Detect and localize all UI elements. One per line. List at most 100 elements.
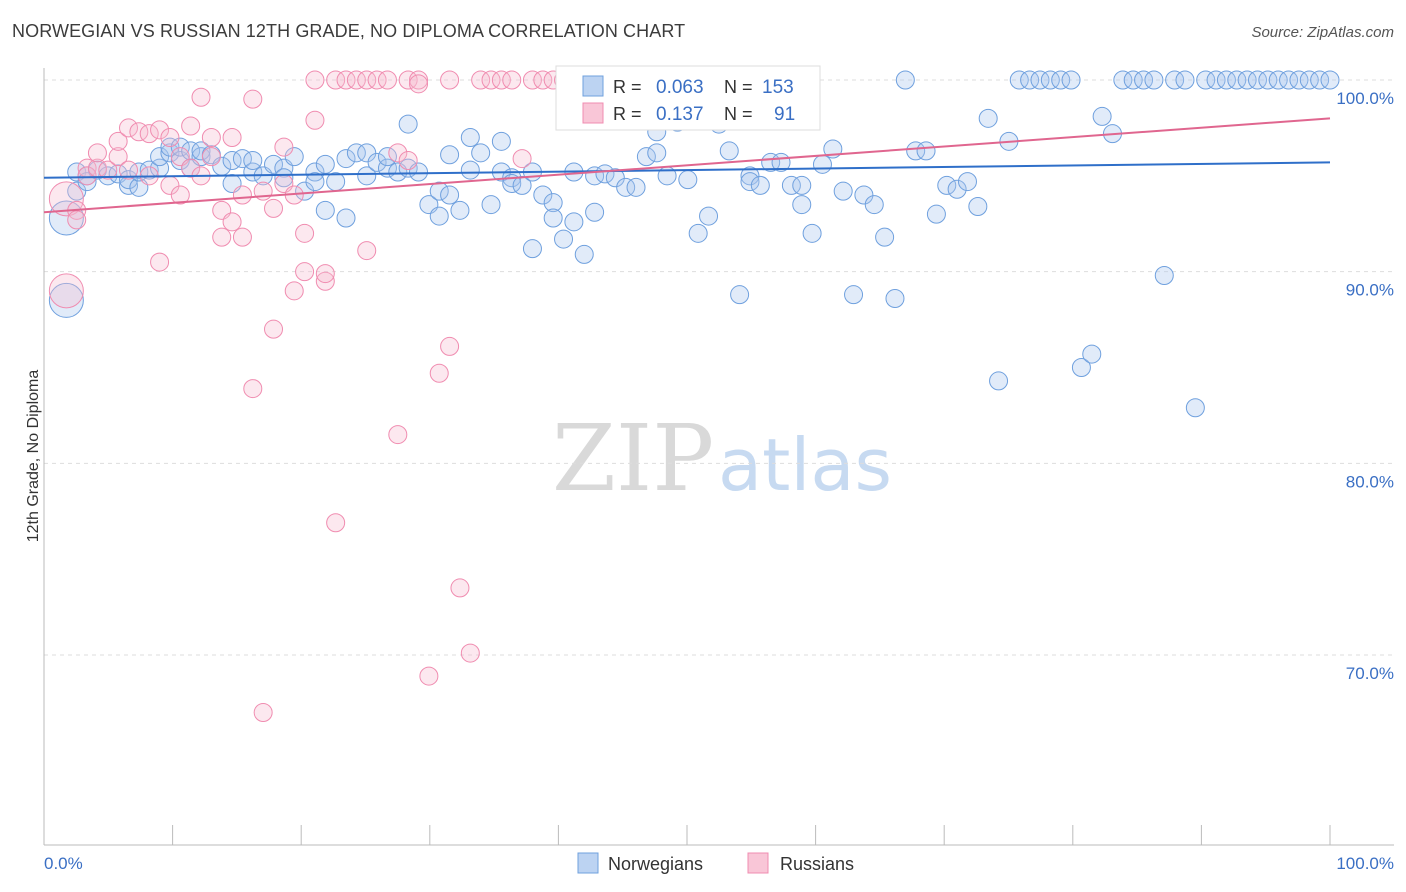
data-point — [688, 223, 708, 243]
data-point — [522, 239, 542, 259]
data-point — [264, 154, 284, 174]
data-point — [440, 336, 460, 356]
russians-n-value: 91 — [774, 104, 795, 125]
data-point — [243, 151, 263, 170]
chart-title: NORWEGIAN VS RUSSIAN 12TH GRADE, NO DIPL… — [12, 21, 686, 41]
data-point — [1092, 106, 1112, 126]
data-point — [1009, 70, 1029, 90]
data-point — [429, 181, 449, 201]
data-point — [471, 70, 491, 90]
data-point — [274, 168, 294, 188]
data-point — [336, 70, 356, 90]
data-point — [367, 70, 387, 90]
data-point — [429, 363, 449, 383]
data-point — [792, 195, 812, 215]
data-point — [264, 198, 284, 218]
data-point — [357, 70, 377, 90]
data-point — [1196, 70, 1216, 90]
data-point — [678, 170, 698, 190]
x-tick-label-min: 0.0% — [44, 854, 83, 873]
data-point — [346, 143, 366, 163]
data-point — [232, 185, 252, 205]
data-point — [854, 185, 874, 205]
y-axis-title: 12th Grade, No Diploma — [25, 370, 42, 543]
data-point — [377, 70, 397, 90]
norwegians-n-value: 153 — [762, 77, 794, 98]
data-point — [1071, 358, 1091, 377]
trendlines — [43, 117, 1331, 214]
data-point — [336, 208, 356, 228]
data-point — [315, 264, 335, 284]
series-legend: Norwegians Russians — [577, 852, 854, 874]
data-point — [440, 70, 460, 90]
data-point — [98, 160, 118, 180]
data-point — [968, 197, 988, 216]
data-point — [87, 143, 107, 163]
norwegians-r-label: R = — [613, 77, 642, 97]
data-point — [595, 164, 615, 184]
data-point — [730, 285, 750, 305]
data-point — [1165, 70, 1185, 90]
data-point — [388, 143, 408, 163]
data-point — [1051, 70, 1071, 90]
data-point — [170, 185, 190, 205]
data-point — [1134, 70, 1154, 90]
data-point — [802, 223, 822, 243]
data-point — [150, 252, 170, 272]
trendline-norwegians — [43, 161, 1331, 179]
data-point — [315, 154, 335, 174]
data-point — [1279, 70, 1299, 90]
axes — [43, 68, 1394, 846]
data-point — [181, 158, 201, 178]
data-point — [398, 151, 418, 170]
data-point — [750, 175, 770, 195]
data-point — [284, 147, 304, 167]
data-point — [978, 108, 998, 128]
data-point — [295, 181, 315, 201]
data-point — [398, 114, 418, 134]
data-point — [937, 175, 957, 195]
y-tick-label: 100.0% — [1336, 89, 1394, 108]
data-point — [108, 131, 128, 151]
norwegians-r-value: 0.063 — [656, 77, 704, 98]
data-point — [844, 285, 864, 305]
russians-r-label: R = — [613, 104, 642, 124]
data-point — [243, 162, 263, 182]
data-point — [326, 513, 346, 533]
data-point — [957, 172, 977, 192]
data-point — [201, 128, 221, 147]
data-point — [305, 110, 325, 130]
data-point — [48, 273, 84, 309]
data-point — [543, 208, 563, 228]
data-point — [139, 124, 159, 144]
x-tick-label-max: 100.0% — [1336, 854, 1394, 873]
data-point — [336, 149, 356, 169]
data-point — [119, 160, 139, 180]
data-point — [377, 147, 397, 167]
data-point — [429, 206, 449, 226]
data-point — [585, 202, 605, 222]
data-point — [67, 181, 87, 201]
data-point — [1247, 70, 1267, 90]
data-point — [543, 193, 563, 213]
data-point — [191, 141, 211, 161]
data-point — [357, 143, 377, 163]
watermark-zip: ZIP — [552, 405, 714, 512]
data-point — [1175, 70, 1195, 90]
data-point — [1227, 70, 1247, 90]
russians-r-value: 0.137 — [656, 104, 704, 125]
data-point — [253, 703, 273, 722]
data-point — [440, 145, 460, 165]
data-point — [315, 271, 335, 291]
data-point — [284, 281, 304, 301]
data-point — [833, 181, 853, 201]
data-point — [1268, 70, 1288, 90]
data-point — [326, 70, 346, 90]
data-point — [191, 87, 211, 107]
data-point — [1289, 70, 1309, 90]
data-point — [315, 200, 335, 220]
data-point — [243, 379, 263, 399]
chart-source: Source: ZipAtlas.com — [1251, 24, 1394, 41]
y-tick-label: 70.0% — [1346, 664, 1394, 683]
data-point — [481, 70, 501, 90]
